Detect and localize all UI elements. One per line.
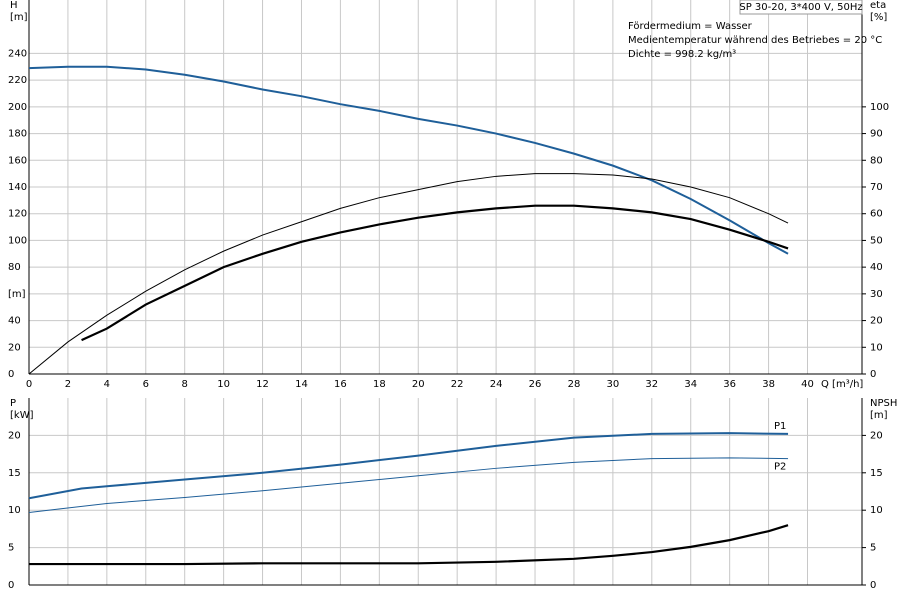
y-tick-label: 200 xyxy=(8,102,27,113)
x-tick-label: 28 xyxy=(568,379,581,390)
x-tick-label: 34 xyxy=(684,379,697,390)
plot-layer: 0 2 4 6 8 10 12 14 16 18 20 22 24 26 28 30 32 34 36 38 40020… xyxy=(8,0,897,591)
y-axis-label: [m] xyxy=(10,12,28,23)
x-tick-label: 38 xyxy=(762,379,775,390)
y2-tick-label: 5 xyxy=(870,543,876,554)
x-tick-label: 20 xyxy=(412,379,425,390)
y-tick-label: 20 xyxy=(8,430,21,441)
x-tick-label: 10 xyxy=(217,379,230,390)
series-label: P1 xyxy=(774,421,786,432)
x-axis-label: Q [m³/h] xyxy=(821,379,863,390)
y2-tick-label: 60 xyxy=(870,209,883,220)
y2-tick-label: 70 xyxy=(870,182,883,193)
annotation: Medientemperatur während des Betriebes =… xyxy=(628,35,882,46)
y-tick-label: 10 xyxy=(8,505,21,516)
curve xyxy=(28,65,789,255)
y-tick-label: 100 xyxy=(8,235,27,246)
y-tick-label: 80 xyxy=(8,262,21,273)
title-box xyxy=(739,0,863,15)
x-tick-label: 40 xyxy=(801,379,814,390)
y2-axis-label: NPSH xyxy=(870,398,897,409)
y2-tick-label: 0 xyxy=(870,580,876,591)
x-tick-label: 30 xyxy=(607,379,620,390)
y2-tick-label: 0 xyxy=(870,369,876,380)
curve xyxy=(28,173,789,375)
y2-tick-label: 50 xyxy=(870,235,883,246)
x-tick-label: 4 xyxy=(104,379,110,390)
y-tick-label: 15 xyxy=(8,468,21,479)
x-tick-label: 8 xyxy=(182,379,188,390)
y2-axis-label: [%] xyxy=(870,12,887,23)
y2-tick-label: 20 xyxy=(870,316,883,327)
y2-tick-label: 100 xyxy=(870,102,889,113)
x-tick-label: 16 xyxy=(334,379,347,390)
y-tick-label: 40 xyxy=(8,316,21,327)
x-tick-label: 0 xyxy=(26,379,32,390)
x-tick-label: 22 xyxy=(451,379,464,390)
y-tick-label: 0 xyxy=(8,580,14,591)
x-tick-label: 36 xyxy=(723,379,736,390)
curve xyxy=(28,432,789,500)
annotation: Dichte = 998.2 kg/m³ xyxy=(628,49,736,60)
y2-tick-label: 80 xyxy=(870,155,883,166)
y-tick-label: 0 xyxy=(8,369,14,380)
y-tick-label: 5 xyxy=(8,543,14,554)
y2-tick-label: 10 xyxy=(870,342,883,353)
y-tick-label: [m] xyxy=(8,289,26,300)
y2-tick-label: 90 xyxy=(870,129,883,140)
y-axis-label: H xyxy=(10,0,18,11)
y-tick-label: 120 xyxy=(8,209,27,220)
x-tick-label: 26 xyxy=(529,379,542,390)
y-axis-label: P xyxy=(10,398,16,409)
y2-axis-label: eta xyxy=(870,0,886,11)
y-tick-label: 180 xyxy=(8,129,27,140)
x-tick-label: 6 xyxy=(143,379,149,390)
series-label: P2 xyxy=(774,462,786,473)
y-tick-label: 140 xyxy=(8,182,27,193)
y-tick-label: 20 xyxy=(8,342,21,353)
x-tick-label: 18 xyxy=(373,379,386,390)
y2-tick-label: 20 xyxy=(870,430,883,441)
y-tick-label: 240 xyxy=(8,48,27,59)
curve xyxy=(81,204,789,342)
x-tick-label: 2 xyxy=(65,379,71,390)
curve xyxy=(29,524,789,566)
y2-tick-label: 30 xyxy=(870,289,883,300)
y2-tick-label: 15 xyxy=(870,468,883,479)
annotation: Fördermedium = Wasser xyxy=(628,21,753,32)
y-tick-label: 220 xyxy=(8,75,27,86)
y-axis-label: [kW] xyxy=(10,410,34,421)
y-tick-label: 160 xyxy=(8,155,27,166)
x-tick-label: 12 xyxy=(256,379,269,390)
x-tick-label: 14 xyxy=(295,379,308,390)
y2-axis-label: [m] xyxy=(870,410,888,421)
x-tick-label: 24 xyxy=(490,379,503,390)
y2-tick-label: 10 xyxy=(870,505,883,516)
chart-title: SP 30-20, 3*400 V, 50Hz xyxy=(739,2,862,13)
y2-tick-label: 40 xyxy=(870,262,883,273)
curve xyxy=(28,457,789,513)
x-tick-label: 32 xyxy=(645,379,658,390)
